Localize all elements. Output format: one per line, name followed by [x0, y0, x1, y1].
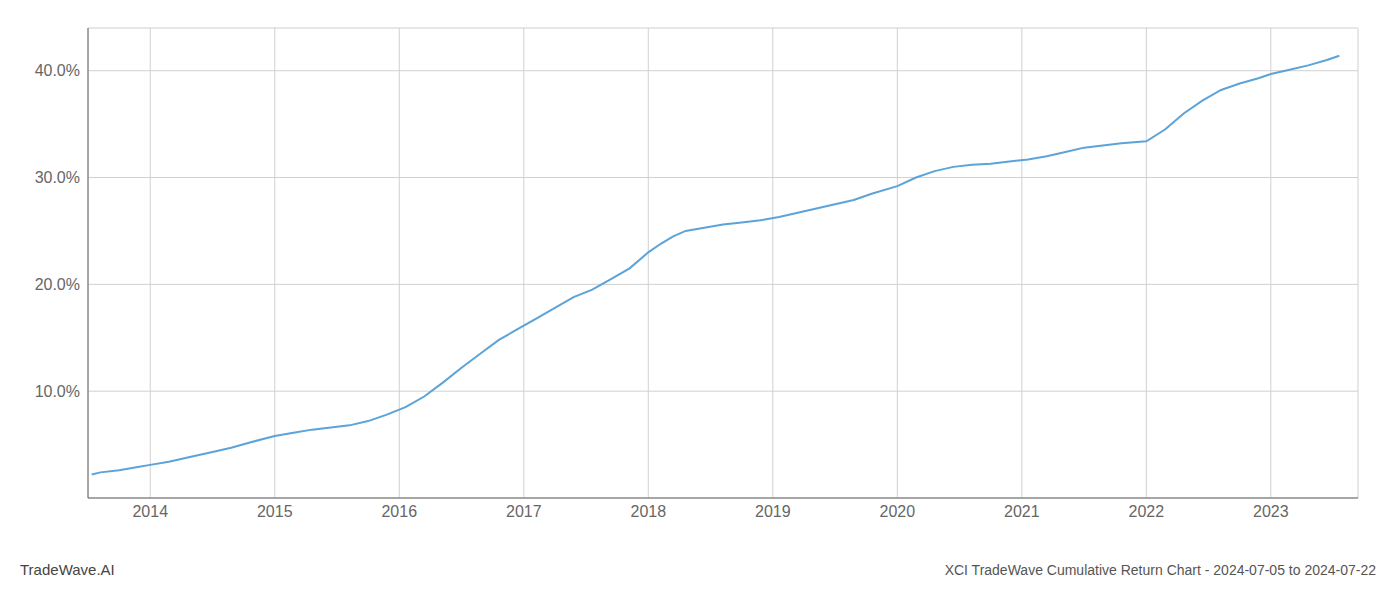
svg-text:2016: 2016	[381, 503, 417, 520]
svg-text:30.0%: 30.0%	[35, 169, 80, 186]
svg-text:2019: 2019	[755, 503, 791, 520]
svg-text:2014: 2014	[132, 503, 168, 520]
svg-text:2022: 2022	[1129, 503, 1165, 520]
svg-text:40.0%: 40.0%	[35, 62, 80, 79]
svg-text:2017: 2017	[506, 503, 542, 520]
svg-text:20.0%: 20.0%	[35, 276, 80, 293]
svg-text:2015: 2015	[257, 503, 293, 520]
svg-text:2023: 2023	[1253, 503, 1289, 520]
html-text:TradeWave.AI: TradeWave.AI	[20, 561, 115, 578]
svg-text:2021: 2021	[1004, 503, 1040, 520]
svg-text:10.0%: 10.0%	[35, 383, 80, 400]
html-text:XCI TradeWave Cumulative Retur: XCI TradeWave Cumulative Return Chart - …	[944, 562, 1376, 578]
svg-text:2020: 2020	[880, 503, 916, 520]
svg-text:2018: 2018	[630, 503, 666, 520]
